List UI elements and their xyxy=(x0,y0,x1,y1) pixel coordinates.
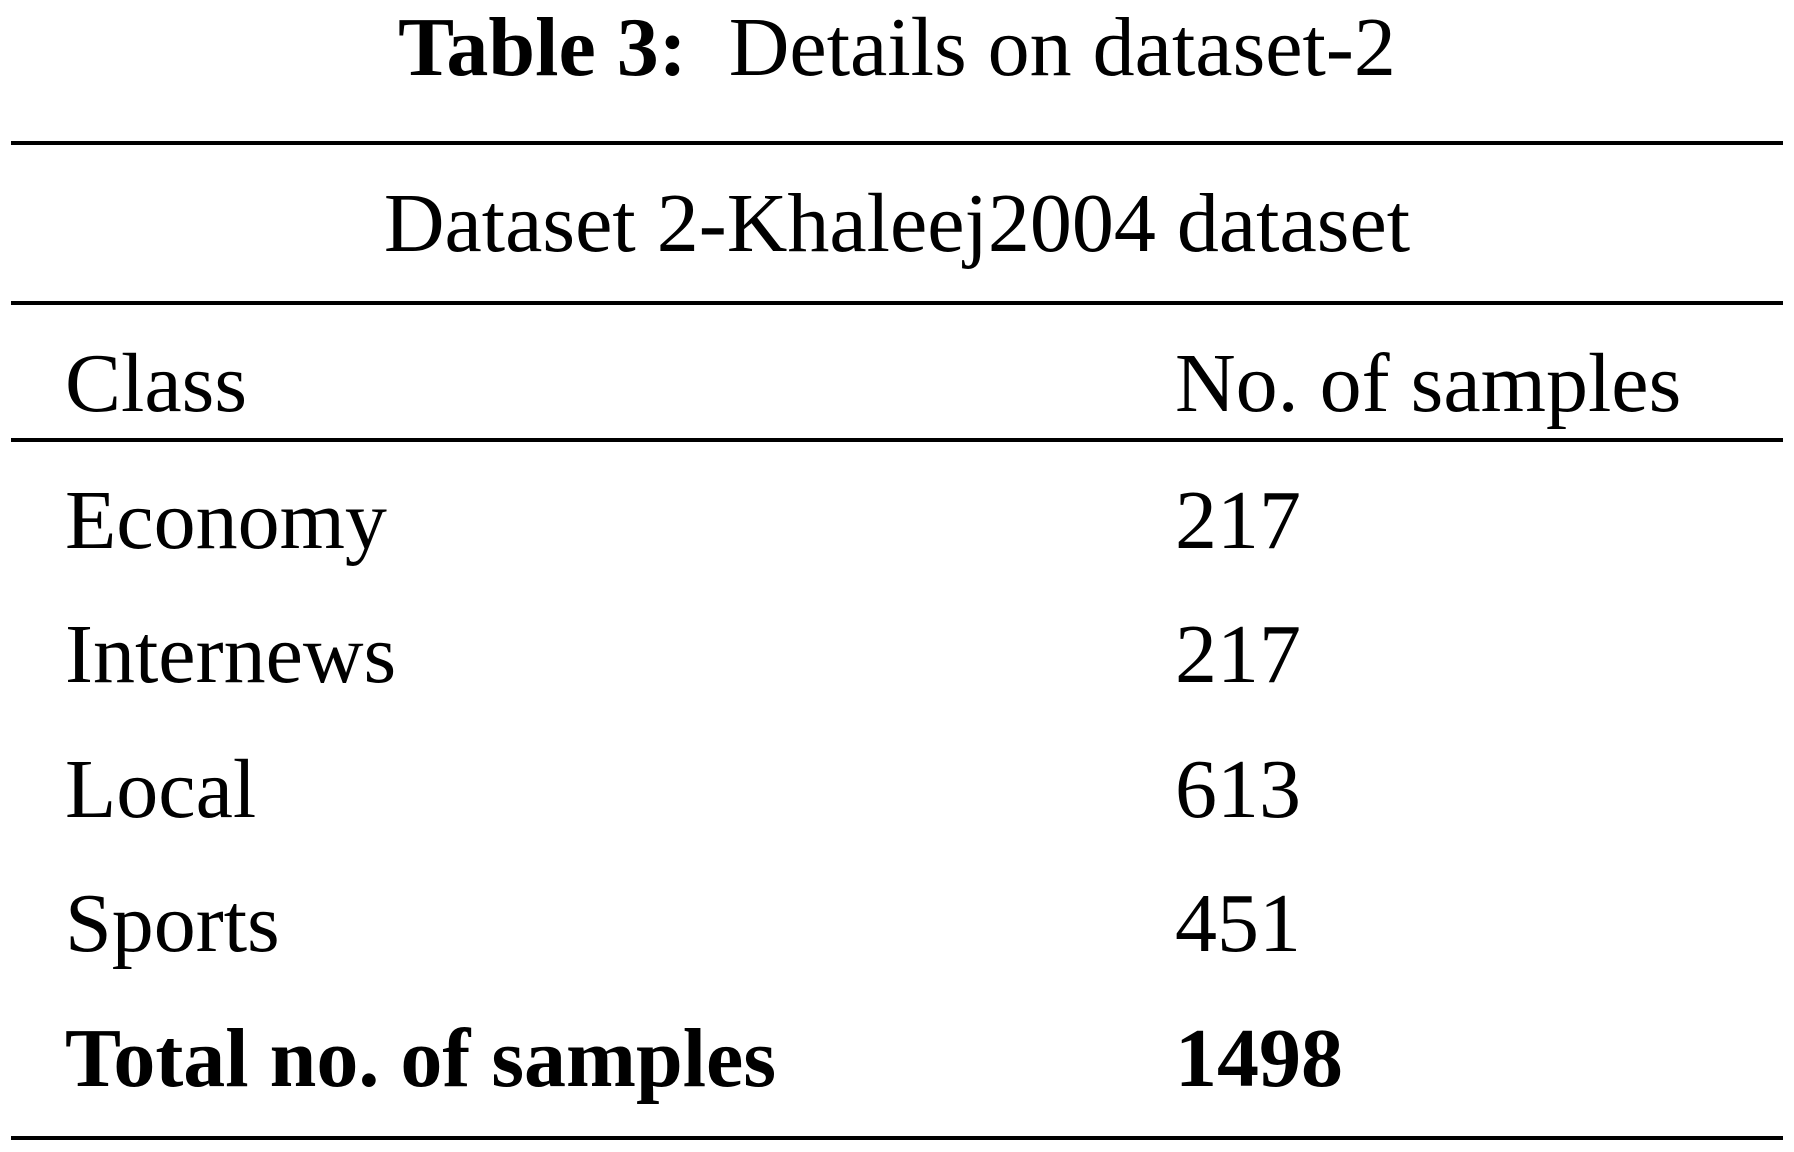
class-cell: Local xyxy=(65,743,257,836)
class-cell: Internews xyxy=(65,608,397,701)
rule xyxy=(11,438,1783,442)
class-cell: Economy xyxy=(65,474,387,567)
class-cell: Sports xyxy=(65,877,280,970)
group-header: Dataset 2-Khaleej2004 dataset xyxy=(383,177,1411,270)
count-cell: 217 xyxy=(1175,474,1301,567)
total-label: Total no. of samples xyxy=(65,1012,777,1105)
column-header: No. of samples xyxy=(1175,337,1682,430)
bottom-rule xyxy=(11,1136,1783,1140)
total-value: 1498 xyxy=(1175,1012,1343,1105)
rule xyxy=(11,301,1783,305)
column-header: Class xyxy=(65,337,248,430)
count-cell: 613 xyxy=(1175,743,1301,836)
top-rule xyxy=(11,141,1783,145)
caption-text: Details on dataset-2 xyxy=(728,1,1396,94)
caption: Table 3: Details on dataset-2 xyxy=(0,6,1794,90)
caption-label: Table 3: xyxy=(398,1,687,94)
count-cell: 217 xyxy=(1175,608,1301,701)
count-cell: 451 xyxy=(1175,877,1301,970)
